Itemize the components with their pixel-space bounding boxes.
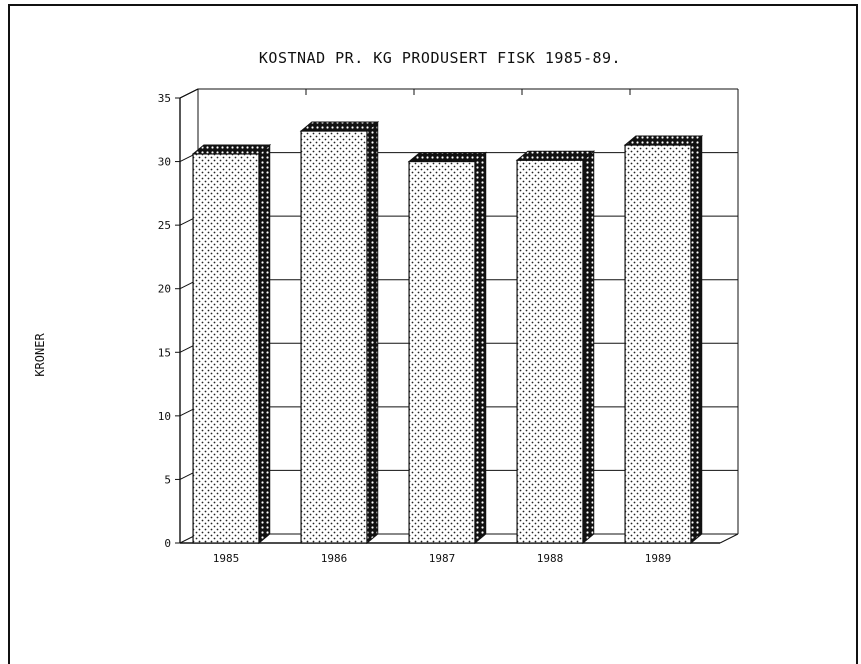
y-tick-label: 25 — [158, 219, 171, 232]
bar-side — [366, 120, 379, 545]
bars-layer — [191, 120, 704, 545]
y-tick-label: 30 — [158, 156, 171, 169]
bar-top — [299, 121, 380, 132]
bar-top — [623, 135, 704, 146]
chart-title: KOSTNAD PR. KG PRODUSERT FISK 1985-89. — [259, 49, 621, 67]
bar-side — [582, 150, 595, 545]
y-axis-label: KRONER — [33, 333, 47, 377]
y-tick-label: 35 — [158, 92, 171, 105]
bar-top — [191, 144, 272, 155]
bar-side — [258, 143, 271, 545]
y-tick-label: 5 — [164, 473, 171, 486]
bar-top — [407, 152, 488, 163]
bar-front — [192, 153, 260, 544]
bar-1988 — [515, 150, 596, 545]
y-tick-label: 10 — [158, 410, 171, 423]
chart-frame — [8, 4, 858, 664]
x-tick-label: 1985 — [213, 552, 240, 565]
x-tick-label: 1987 — [429, 552, 456, 565]
bar-chart: KOSTNAD PR. KG PRODUSERT FISK 1985-89. K… — [33, 49, 739, 565]
labels-layer: 0 5 10 15 20 25 30 35 1985 1986 1987 1988 1989 — [158, 92, 672, 565]
bar-front — [516, 159, 584, 544]
y-tick-label: 20 — [158, 283, 171, 296]
bar-side — [690, 134, 703, 545]
y-tick-label: 15 — [158, 346, 171, 359]
bar-front — [300, 130, 368, 544]
bar-front — [624, 144, 692, 544]
floor-right-edge — [719, 533, 739, 544]
x-tick-label: 1989 — [645, 552, 672, 565]
x-tick-label: 1986 — [321, 552, 348, 565]
bar-1985 — [191, 143, 272, 545]
bar-1987 — [407, 151, 488, 545]
x-tick-label: 1988 — [537, 552, 564, 565]
bar-top — [515, 150, 596, 161]
bar-1986 — [299, 120, 380, 545]
bar-side — [474, 151, 487, 545]
bar-1989 — [623, 134, 704, 545]
bar-front — [408, 160, 476, 544]
y-tick-label: 0 — [164, 537, 171, 550]
y-axis-depth-edge — [179, 88, 199, 99]
